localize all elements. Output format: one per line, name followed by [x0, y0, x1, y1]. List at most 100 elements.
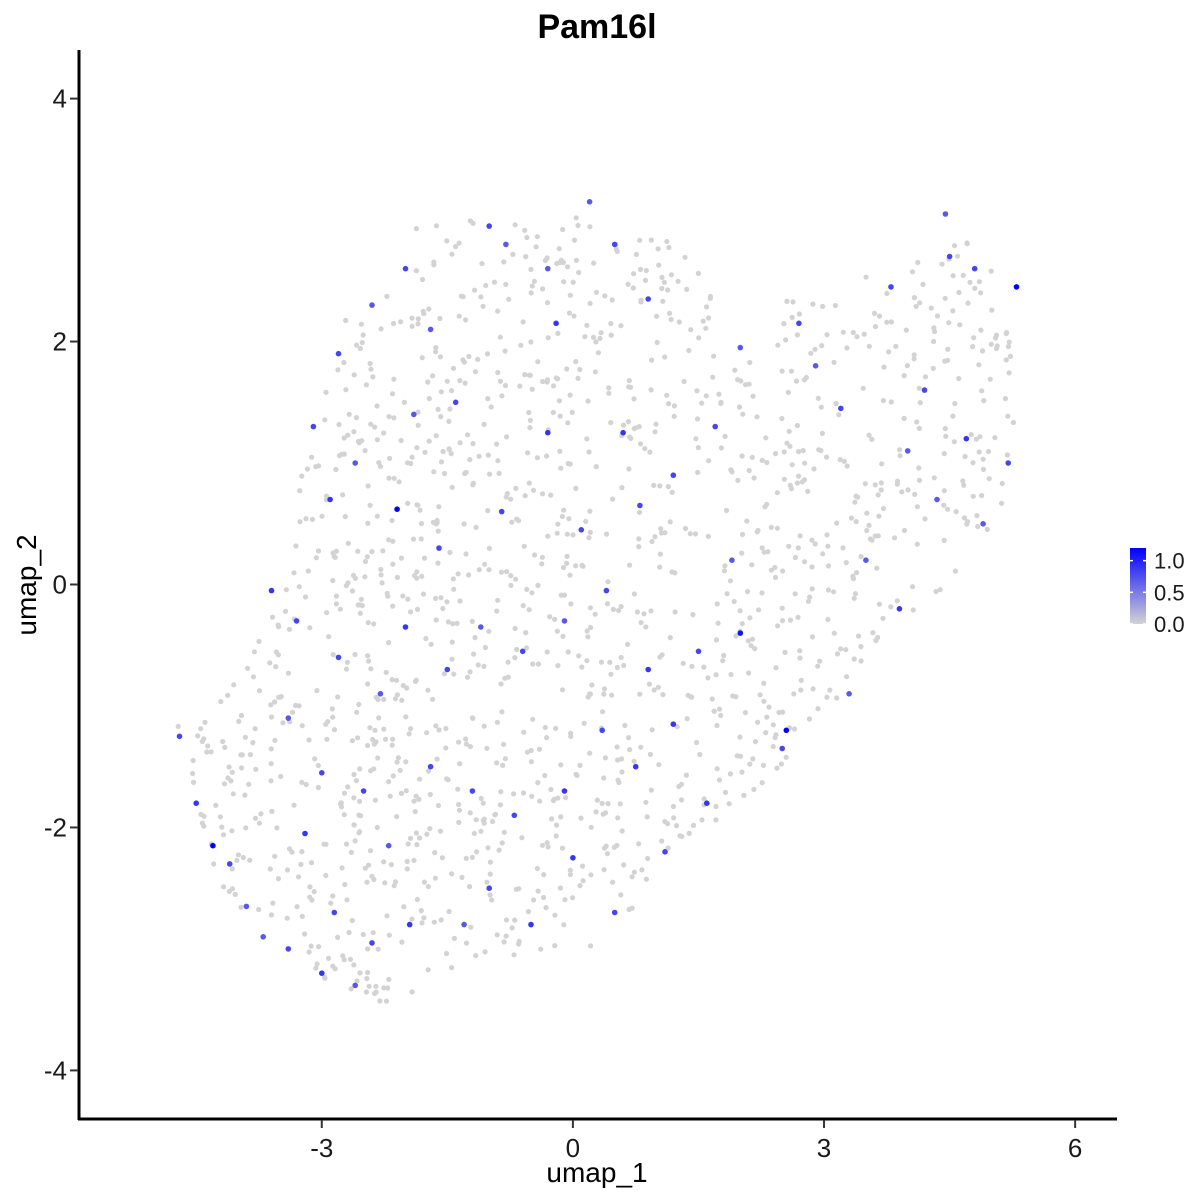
cell-point	[556, 246, 562, 252]
cell-point	[232, 891, 238, 898]
cell-point	[755, 719, 761, 725]
cell-point	[250, 740, 256, 746]
cell-point	[558, 257, 564, 263]
cell-point	[794, 332, 801, 338]
cell-point	[434, 517, 440, 523]
cell-point	[293, 702, 299, 709]
cell-point	[389, 742, 395, 748]
cell-point	[307, 625, 313, 631]
cell-point	[809, 564, 815, 570]
cell-point	[299, 723, 305, 729]
cell-point	[201, 736, 207, 742]
cell-point	[638, 297, 644, 303]
data-point	[578, 527, 585, 533]
cell-point	[357, 766, 363, 772]
data-point	[335, 350, 342, 357]
cell-point	[413, 830, 419, 836]
cell-point	[447, 406, 453, 412]
cell-point	[362, 558, 369, 565]
data-point	[783, 727, 790, 734]
cell-point	[831, 359, 837, 365]
cell-point	[931, 475, 937, 481]
cell-point	[610, 606, 617, 613]
cell-point	[672, 570, 678, 576]
cell-point	[880, 615, 886, 621]
cell-point	[367, 848, 374, 854]
cell-point	[430, 696, 436, 702]
cell-point	[666, 244, 672, 251]
cell-point	[341, 359, 347, 366]
cell-point	[567, 392, 573, 398]
cell-point	[807, 594, 813, 600]
data-point	[980, 521, 986, 527]
cell-point	[775, 342, 781, 348]
cell-point	[669, 489, 675, 495]
cell-point	[980, 456, 986, 462]
cell-point	[494, 932, 500, 938]
cell-point	[386, 976, 392, 983]
data-point	[444, 666, 451, 673]
cell-point	[579, 562, 585, 568]
cell-point	[874, 565, 880, 571]
cell-point	[795, 614, 801, 621]
y-tick-label: 4	[53, 84, 67, 114]
cell-point	[674, 823, 680, 829]
cell-point	[529, 283, 535, 289]
cell-point	[825, 563, 832, 569]
cell-point	[586, 535, 592, 541]
cell-point	[218, 698, 224, 705]
cell-point	[789, 314, 795, 320]
cell-point	[438, 459, 445, 465]
y-axis-label: umap_2	[11, 534, 42, 635]
cell-point	[299, 913, 305, 920]
cell-point	[657, 564, 663, 570]
cell-point	[756, 607, 762, 613]
cell-point	[309, 454, 315, 460]
data-point	[503, 241, 509, 248]
cell-point	[273, 649, 279, 655]
cell-point	[485, 452, 491, 458]
cell-point	[617, 801, 623, 807]
cell-point	[389, 391, 396, 397]
cell-point	[409, 315, 415, 321]
cell-point	[357, 610, 363, 616]
cell-point	[365, 969, 371, 976]
data-point	[611, 241, 618, 248]
data-point	[545, 265, 551, 272]
data-point	[193, 800, 199, 806]
cell-point	[403, 788, 409, 794]
cell-point	[643, 624, 649, 630]
cell-point	[852, 591, 859, 597]
data-point	[402, 265, 409, 272]
cell-point	[764, 459, 770, 466]
cell-point	[798, 677, 804, 683]
cell-point	[575, 375, 581, 381]
cell-point	[483, 282, 489, 289]
cell-point	[247, 857, 253, 863]
cell-point	[648, 787, 655, 793]
cell-point	[333, 601, 339, 607]
cell-point	[390, 773, 396, 779]
cell-point	[542, 724, 548, 731]
cell-point	[622, 722, 628, 729]
cell-point	[960, 478, 966, 484]
cell-point	[573, 359, 579, 365]
cell-point	[668, 316, 674, 323]
cell-point	[527, 425, 533, 431]
cell-point	[699, 400, 705, 406]
cell-point	[267, 866, 273, 872]
cell-point	[587, 224, 593, 230]
cell-point	[739, 621, 745, 627]
cell-point	[655, 684, 661, 690]
cell-point	[341, 957, 347, 963]
cell-point	[797, 655, 803, 661]
cell-point	[714, 601, 720, 607]
cell-point	[601, 691, 607, 697]
cell-point	[539, 842, 546, 848]
cell-point	[621, 662, 627, 669]
cell-point	[394, 814, 400, 820]
cell-point	[316, 463, 322, 469]
cell-point	[879, 461, 885, 467]
cell-point	[978, 290, 984, 296]
cell-point	[840, 329, 846, 335]
